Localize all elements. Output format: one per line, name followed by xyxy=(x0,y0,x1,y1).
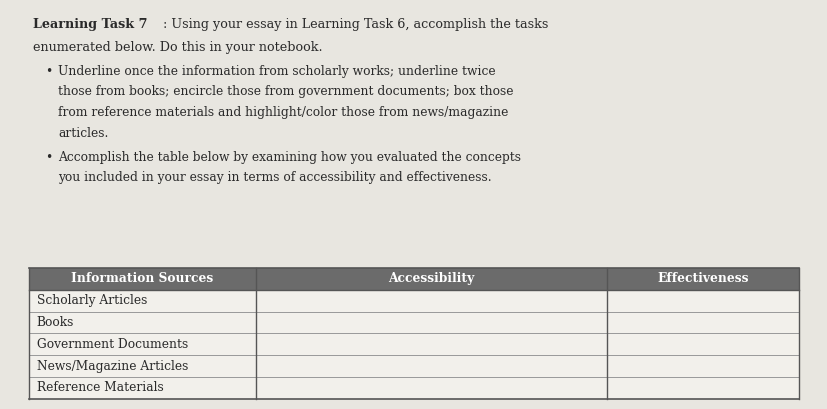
Text: articles.: articles. xyxy=(58,127,108,139)
Text: Effectiveness: Effectiveness xyxy=(656,272,748,285)
Text: Learning Task 7: Learning Task 7 xyxy=(33,18,147,31)
Text: Books: Books xyxy=(36,316,74,329)
Text: you included in your essay in terms of accessibility and effectiveness.: you included in your essay in terms of a… xyxy=(58,171,491,184)
Bar xyxy=(29,355,798,377)
Bar xyxy=(29,268,798,290)
Text: Government Documents: Government Documents xyxy=(36,338,188,351)
Bar xyxy=(29,312,798,333)
Text: Accessibility: Accessibility xyxy=(388,272,474,285)
Text: Accomplish the table below by examining how you evaluated the concepts: Accomplish the table below by examining … xyxy=(58,151,520,164)
Text: Scholarly Articles: Scholarly Articles xyxy=(36,294,147,307)
Bar xyxy=(29,377,798,399)
Text: Reference Materials: Reference Materials xyxy=(36,381,163,394)
Text: from reference materials and highlight/color those from news/magazine: from reference materials and highlight/c… xyxy=(58,106,508,119)
Text: •: • xyxy=(45,151,53,164)
Text: those from books; encircle those from government documents; box those: those from books; encircle those from go… xyxy=(58,85,513,98)
Text: •: • xyxy=(45,65,53,78)
Text: Information Sources: Information Sources xyxy=(71,272,213,285)
Bar xyxy=(29,290,798,312)
Text: Underline once the information from scholarly works; underline twice: Underline once the information from scho… xyxy=(58,65,495,78)
Text: : Using your essay in Learning Task 6, accomplish the tasks: : Using your essay in Learning Task 6, a… xyxy=(163,18,547,31)
Text: enumerated below. Do this in your notebook.: enumerated below. Do this in your notebo… xyxy=(33,41,323,54)
Text: News/Magazine Articles: News/Magazine Articles xyxy=(36,360,188,373)
Bar xyxy=(29,333,798,355)
